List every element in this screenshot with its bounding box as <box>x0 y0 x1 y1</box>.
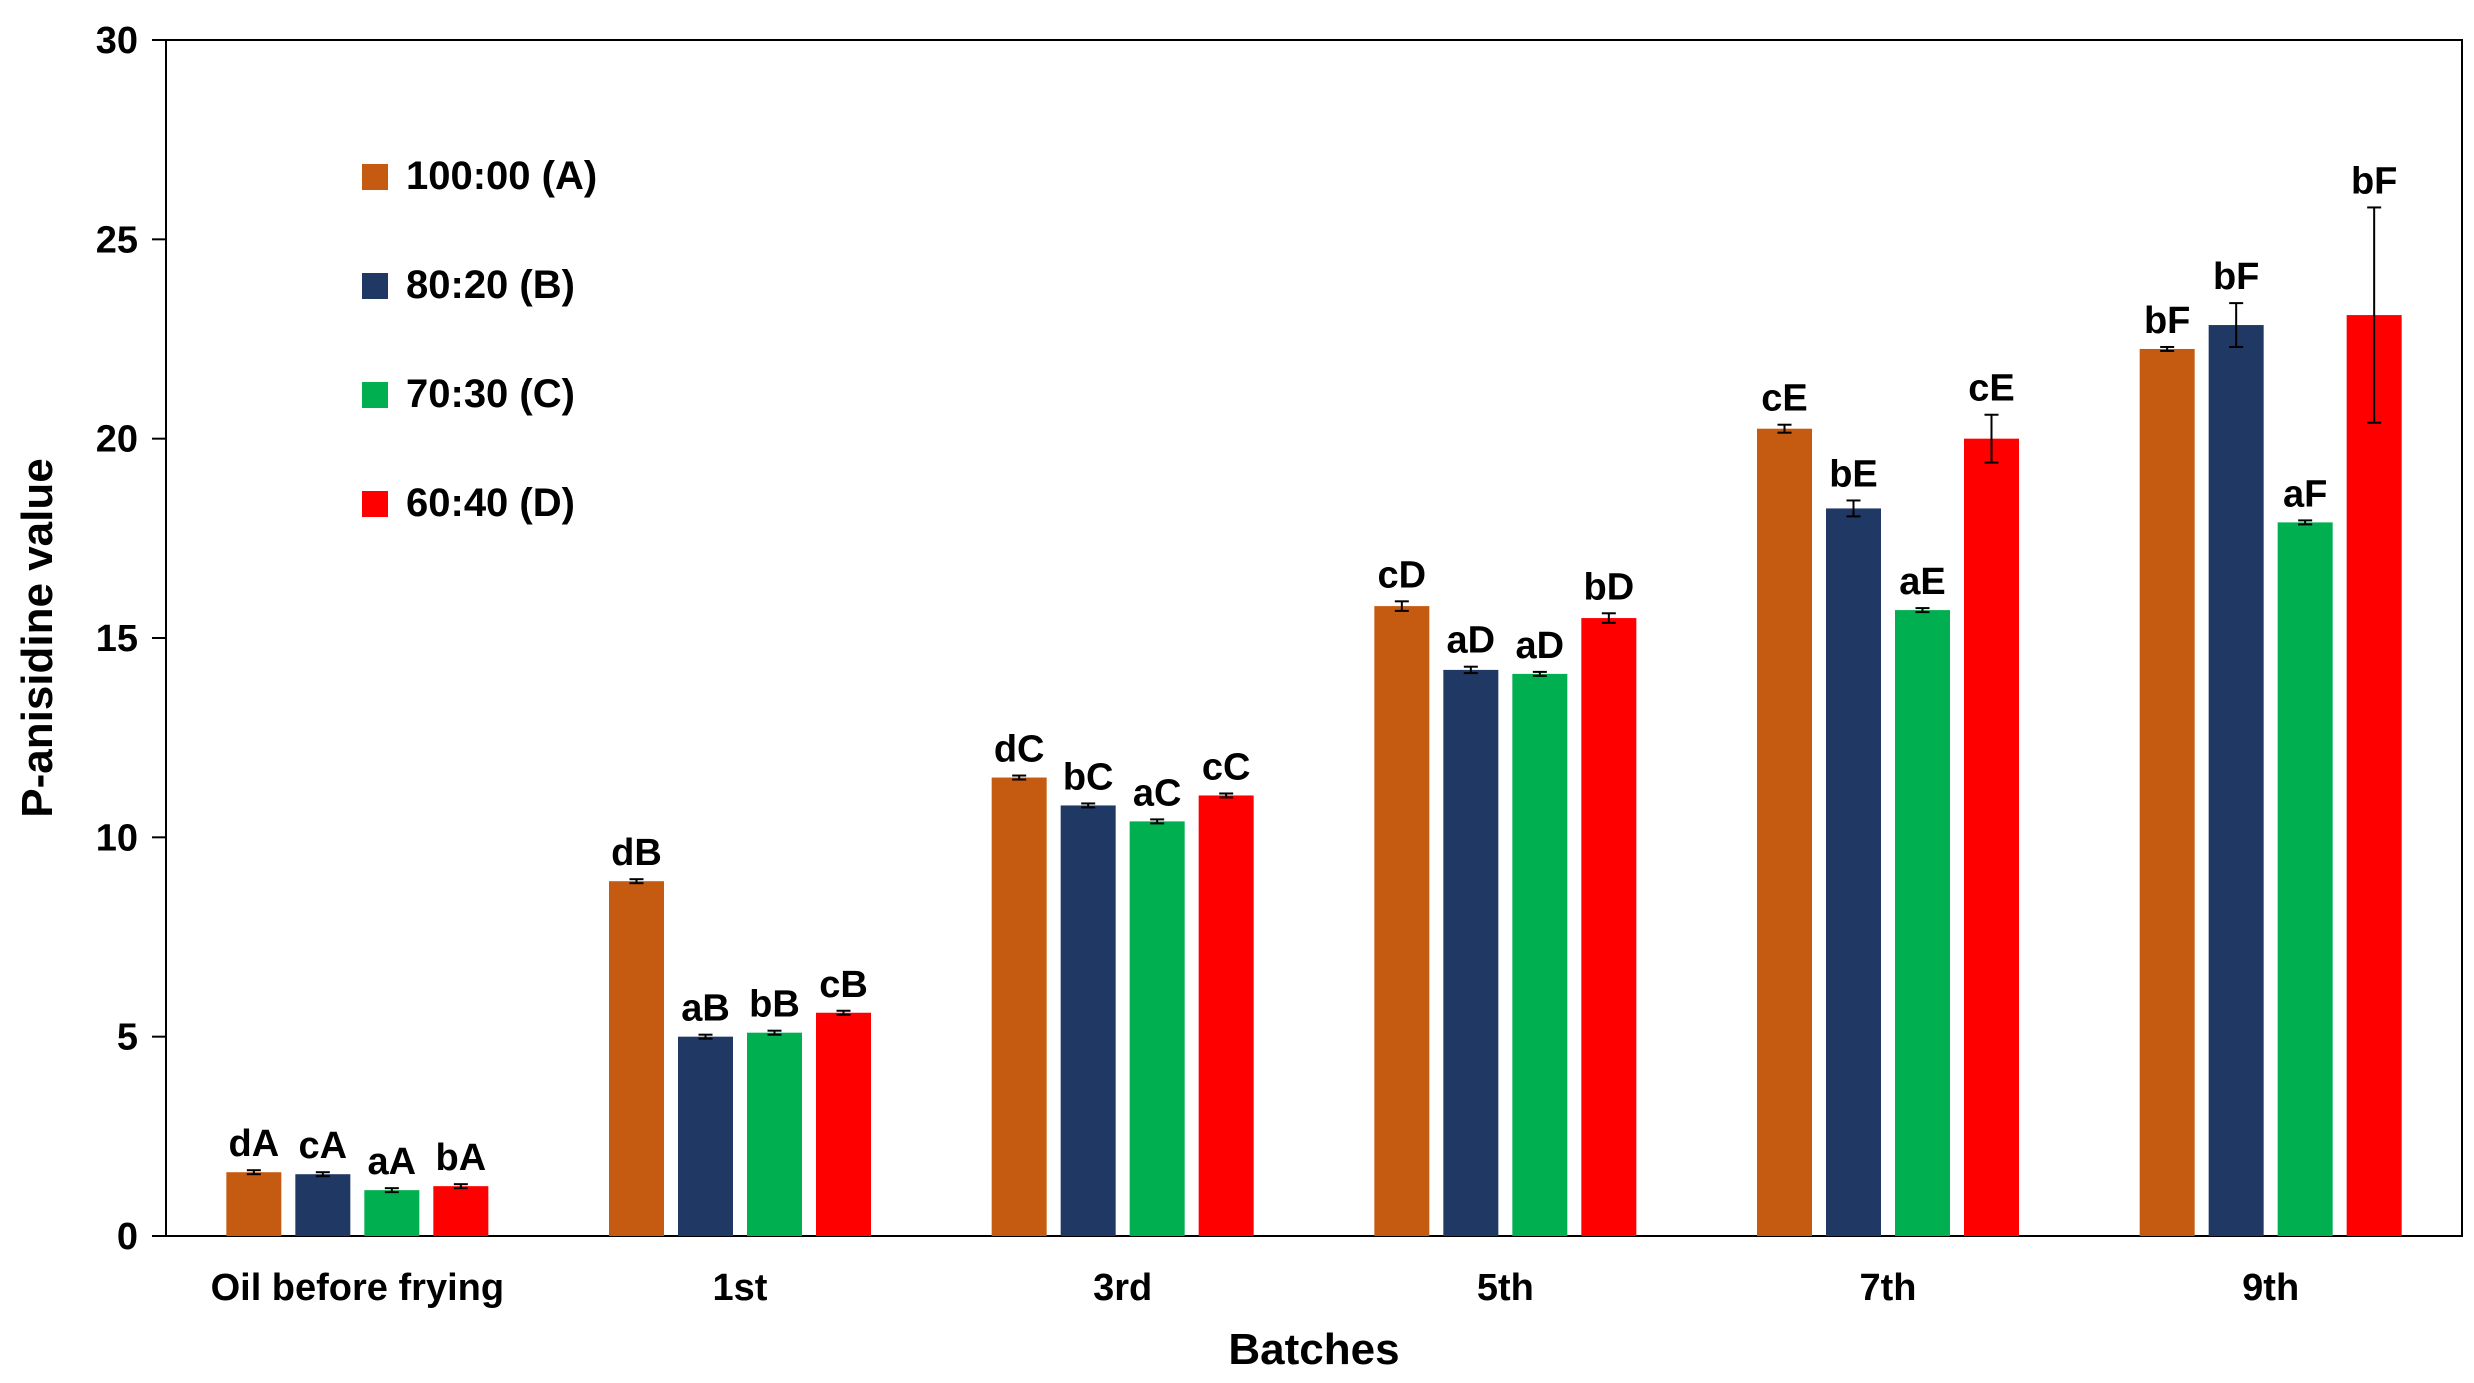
bar-data-label: dA <box>229 1123 280 1165</box>
bar <box>1512 673 1568 1236</box>
bar-data-label: dC <box>994 729 1045 771</box>
legend-label: 60:40 (D) <box>406 481 575 525</box>
bar <box>295 1174 351 1236</box>
bar-data-label: bF <box>2213 256 2259 298</box>
bar <box>1826 508 1881 1236</box>
bar <box>991 777 1047 1236</box>
bar-data-label: aF <box>2283 473 2327 515</box>
bar-data-label: bB <box>749 984 800 1026</box>
bar-data-label: aB <box>681 988 730 1030</box>
bar-data-label: cE <box>1761 378 1807 420</box>
legend-swatch <box>362 491 388 517</box>
bar-data-label: bF <box>2144 300 2190 342</box>
legend-label: 80:20 (B) <box>406 263 575 307</box>
bar <box>1060 805 1116 1236</box>
bar <box>816 1012 871 1236</box>
bar-data-label: bF <box>2351 160 2397 202</box>
bar-data-label: cA <box>299 1125 348 1167</box>
x-axis-ticks: Oil before frying 1st 3rd 5th 7th 9th <box>211 1267 2300 1309</box>
legend-swatch <box>362 382 388 408</box>
bar <box>433 1186 489 1236</box>
bar <box>2346 315 2402 1237</box>
bar <box>2208 325 2264 1237</box>
x-tick-label: Oil before frying <box>211 1267 504 1309</box>
bar-series-group: dA cA aA bA dB aB bB cB dC bC aC cC cD aD aD bD cE bE aE cE… <box>226 160 2402 1237</box>
bar <box>1581 618 1637 1236</box>
bar-data-label: dB <box>611 832 662 874</box>
bar-data-label: bC <box>1063 756 1114 798</box>
bar <box>226 1172 282 1236</box>
bar-data-label: cB <box>819 964 868 1006</box>
y-tick-label: 25 <box>96 219 138 261</box>
x-tick-label: 3rd <box>1093 1267 1152 1309</box>
y-axis-title: P-anisidine value <box>13 458 62 817</box>
y-axis-ticks: 0 5 10 15 20 25 30 <box>96 20 166 1258</box>
bar <box>609 881 664 1236</box>
legend-swatch <box>362 164 388 190</box>
bar-data-label: cC <box>1202 746 1251 788</box>
bar <box>1443 669 1499 1236</box>
legend-label: 70:30 (C) <box>406 372 575 416</box>
bar-data-label: cE <box>1968 368 2014 410</box>
legend-swatch <box>362 273 388 299</box>
bar-data-label: bA <box>436 1137 487 1179</box>
bar-data-label: cD <box>1378 554 1427 596</box>
y-tick-label: 10 <box>96 817 138 859</box>
bar <box>1895 610 1950 1236</box>
bar <box>1129 821 1185 1236</box>
legend: 100:00 (A) 80:20 (B) 70:30 (C) 60:40 (D) <box>362 154 597 525</box>
bar <box>2139 348 2195 1236</box>
bar <box>1198 795 1254 1236</box>
bar <box>747 1032 802 1236</box>
y-tick-label: 30 <box>96 20 138 62</box>
y-tick-label: 20 <box>96 419 138 461</box>
x-axis-title: Batches <box>1228 1325 1399 1374</box>
bar-data-label: aC <box>1133 772 1182 814</box>
bar <box>364 1190 420 1236</box>
bar-data-label: aD <box>1516 625 1565 667</box>
x-tick-label: 7th <box>1860 1267 1917 1309</box>
bar <box>1964 438 2019 1237</box>
bar <box>1757 428 1812 1236</box>
bar <box>2277 522 2333 1236</box>
bar <box>678 1036 733 1236</box>
x-tick-label: 1st <box>713 1267 768 1309</box>
x-tick-label: 5th <box>1477 1267 1534 1309</box>
bar-data-label: bD <box>1584 566 1635 608</box>
legend-label: 100:00 (A) <box>406 154 597 198</box>
x-tick-label: 9th <box>2242 1267 2299 1309</box>
bar-data-label: bE <box>1829 453 1878 495</box>
bar-data-label: aD <box>1447 620 1496 662</box>
bar-data-label: aE <box>1899 561 1945 603</box>
bar-data-label: aA <box>368 1141 417 1183</box>
y-tick-label: 5 <box>117 1017 138 1059</box>
bar <box>1374 606 1430 1236</box>
y-tick-label: 0 <box>117 1216 138 1258</box>
y-tick-label: 15 <box>96 618 138 660</box>
